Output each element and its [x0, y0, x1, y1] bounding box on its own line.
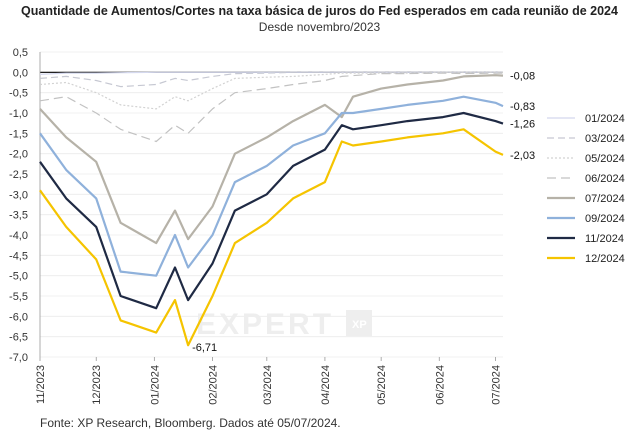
- end-label: -0,83: [510, 101, 535, 113]
- legend-label: 09/2024: [585, 213, 625, 225]
- x-tick-label: 06/2024: [434, 365, 446, 405]
- end-label: -1,26: [510, 119, 535, 131]
- legend-label: 12/2024: [585, 253, 625, 265]
- y-tick-label: -7,0: [9, 352, 28, 364]
- watermark-expert: EXPERT: [196, 308, 334, 341]
- chart-title: Quantidade de Aumentos/Cortes na taxa bá…: [21, 4, 618, 18]
- legend-label: 03/2024: [585, 133, 625, 145]
- x-tick-label: 02/2024: [207, 365, 219, 405]
- legend-label: 11/2024: [585, 233, 624, 245]
- min-annotation: -6,71: [192, 342, 217, 354]
- watermark-logo-box: [346, 310, 372, 336]
- y-axis: 0,5 0,0 -0,5 -1,0 -1,5 -2,0 -2,5 -3,0 -3,5 -4,0 -4…: [9, 47, 41, 364]
- legend-label: 01/2024: [585, 113, 625, 125]
- x-tick-label: 12/2023: [91, 365, 103, 405]
- series-line-09-2024: [39, 95, 504, 277]
- y-tick-label: -5,0: [9, 271, 28, 283]
- x-tick-label: 05/2024: [376, 365, 388, 405]
- legend-label: 05/2024: [585, 153, 625, 165]
- series-line-03-2024: [39, 71, 503, 88]
- series-lines: [39, 71, 504, 347]
- series-line-12-2024: [39, 128, 504, 347]
- end-label: -2,03: [510, 150, 535, 162]
- watermark-xp: XP: [352, 319, 367, 331]
- y-tick-label: -3,0: [9, 189, 28, 201]
- x-tick-label: 04/2024: [320, 365, 332, 405]
- x-tick-label: 07/2024: [491, 365, 503, 405]
- legend-label: 06/2024: [585, 173, 625, 185]
- chart-subtitle: Desde novembro/2023: [258, 20, 381, 34]
- y-tick-label: -2,5: [9, 169, 28, 181]
- end-labels: -0,08 -0,83 -1,26 -2,03: [510, 71, 535, 162]
- y-tick-label: 0,5: [13, 47, 28, 59]
- y-tick-label: -0,5: [9, 88, 28, 100]
- x-axis: 11/2023 12/2023 01/2024 02/2024 03/2024 04/20…: [35, 357, 503, 405]
- y-tick-label: -4,0: [9, 230, 28, 242]
- y-tick-label: -1,0: [9, 108, 28, 120]
- x-tick-label: 11/2023: [35, 365, 47, 404]
- y-tick-label: -1,5: [9, 128, 28, 140]
- series-line-07-2024: [39, 74, 504, 245]
- chart-source: Fonte: XP Research, Bloomberg. Dados até…: [40, 416, 341, 430]
- expert-watermark: EXPERT XP: [196, 308, 372, 341]
- y-tick-label: -6,5: [9, 332, 28, 344]
- annotations: -6,71: [192, 342, 217, 354]
- y-tick-label: -3,5: [9, 210, 28, 222]
- legend: 01/2024 03/2024 05/2024 06/2024 07/2024 09/20…: [547, 113, 625, 265]
- series-line-11-2024: [39, 111, 504, 310]
- x-tick-label: 03/2024: [262, 365, 274, 405]
- y-tick-label: -2,0: [9, 149, 28, 161]
- x-tick-label: 01/2024: [149, 365, 161, 405]
- y-tick-label: -4,5: [9, 250, 28, 262]
- legend-label: 07/2024: [585, 193, 625, 205]
- series-line-05-2024: [39, 71, 503, 110]
- y-tick-label: -5,5: [9, 291, 28, 303]
- y-tick-label: 0,0: [13, 67, 28, 79]
- y-tick-label: -6,0: [9, 311, 28, 323]
- end-label: -0,08: [510, 71, 535, 83]
